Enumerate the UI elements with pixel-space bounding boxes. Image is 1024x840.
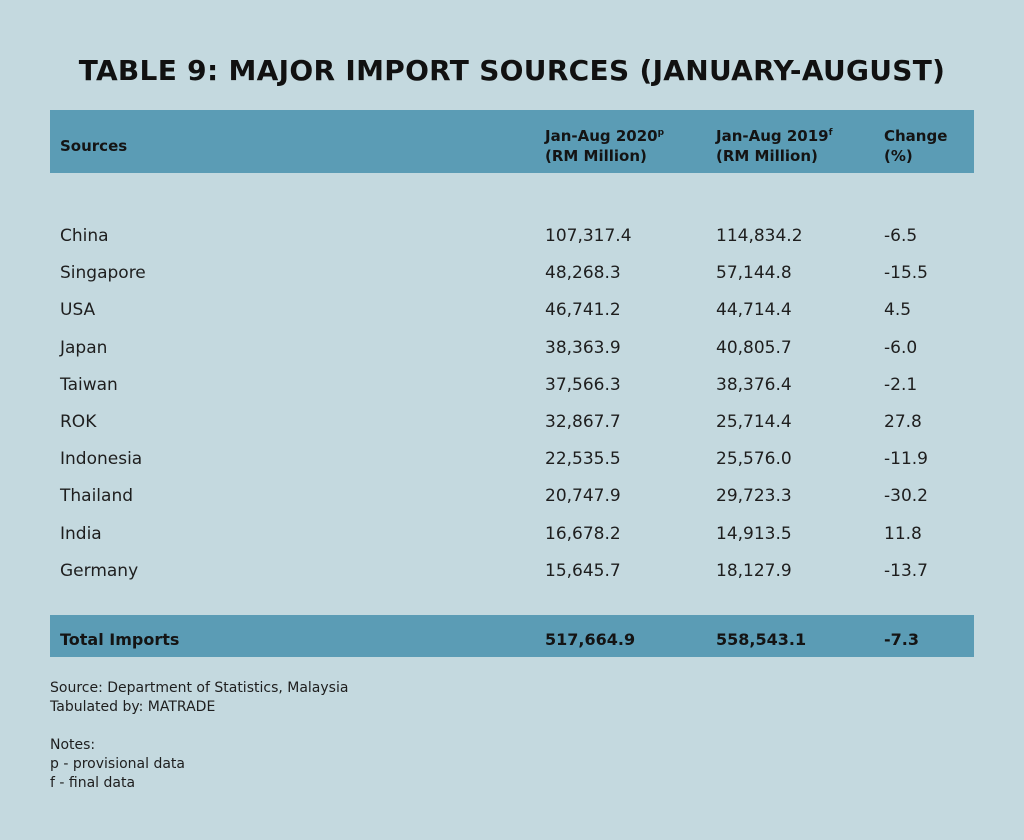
cell-2020: 22,535.5 bbox=[545, 449, 621, 470]
tabulated-note: Tabulated by: MATRADE bbox=[50, 699, 216, 715]
cell-source: Indonesia bbox=[60, 449, 143, 470]
cell-2020: 107,317.4 bbox=[545, 226, 632, 246]
total-label: Total Imports bbox=[60, 630, 180, 649]
table-row: Japan 38,363.9 40,805.7 -6.0 bbox=[0, 329, 1024, 366]
cell-source: India bbox=[60, 523, 102, 544]
total-change: -7.3 bbox=[884, 630, 919, 649]
cell-2019: 25,576.0 bbox=[716, 449, 792, 470]
cell-2020: 38,363.9 bbox=[545, 337, 621, 358]
table-row: Indonesia 22,535.5 25,576.0 -11.9 bbox=[0, 440, 1024, 477]
cell-2020: 20,747.9 bbox=[545, 486, 621, 507]
cell-change: -2.1 bbox=[884, 374, 918, 395]
cell-source: Japan bbox=[60, 337, 108, 358]
header-2020-label: Jan-Aug 2020 bbox=[545, 127, 658, 145]
note-final: f - final data bbox=[50, 775, 136, 791]
table-row: Germany 15,645.7 18,127.9 -13.7 bbox=[0, 552, 1024, 589]
cell-change: -30.2 bbox=[884, 486, 928, 507]
table-body: China 107,317.4 114,834.2 -6.5 Singapore… bbox=[0, 217, 1024, 589]
cell-change: -13.7 bbox=[884, 560, 928, 581]
table-header bbox=[50, 110, 974, 173]
cell-source: China bbox=[60, 226, 109, 246]
header-2020: Jan-Aug 2020p (RM Million) bbox=[545, 126, 664, 166]
header-sources: Sources bbox=[60, 137, 128, 155]
total-2019: 558,543.1 bbox=[716, 630, 807, 649]
cell-2020: 16,678.2 bbox=[545, 523, 621, 544]
header-2019: Jan-Aug 2019f (RM Million) bbox=[716, 126, 833, 166]
table-row: Singapore 48,268.3 57,144.8 -15.5 bbox=[0, 254, 1024, 291]
cell-2020: 37,566.3 bbox=[545, 374, 621, 395]
cell-2019: 29,723.3 bbox=[716, 486, 792, 507]
cell-2019: 38,376.4 bbox=[716, 374, 792, 395]
cell-source: USA bbox=[60, 300, 96, 321]
cell-2019: 44,714.4 bbox=[716, 300, 792, 321]
table-row: USA 46,741.2 44,714.4 4.5 bbox=[0, 291, 1024, 328]
table-row: Taiwan 37,566.3 38,376.4 -2.1 bbox=[0, 366, 1024, 403]
cell-2020: 32,867.7 bbox=[545, 411, 621, 432]
header-2019-label: Jan-Aug 2019 bbox=[716, 127, 829, 145]
cell-change: -6.5 bbox=[884, 226, 918, 246]
table-row: India 16,678.2 14,913.5 11.8 bbox=[0, 515, 1024, 552]
cell-source: Taiwan bbox=[60, 374, 118, 395]
header-2020-superscript: p bbox=[657, 128, 665, 138]
note-provisional: p - provisional data bbox=[50, 756, 185, 772]
cell-2019: 57,144.8 bbox=[716, 263, 792, 284]
cell-change: 11.8 bbox=[884, 523, 922, 544]
header-change-label: Change bbox=[884, 127, 948, 145]
cell-2019: 40,805.7 bbox=[716, 337, 792, 358]
header-change: Change (%) bbox=[884, 126, 947, 166]
header-2019-superscript: f bbox=[828, 128, 833, 138]
cell-2019: 25,714.4 bbox=[716, 411, 792, 432]
table-row: ROK 32,867.7 25,714.4 27.8 bbox=[0, 403, 1024, 440]
header-change-unit: (%) bbox=[884, 147, 913, 165]
notes-title: Notes: bbox=[50, 737, 96, 753]
cell-change: 27.8 bbox=[884, 411, 922, 432]
page-title: TABLE 9: MAJOR IMPORT SOURCES (JANUARY-A… bbox=[78, 54, 946, 87]
cell-source: Germany bbox=[60, 560, 139, 581]
cell-change: -15.5 bbox=[884, 263, 928, 284]
cell-2019: 18,127.9 bbox=[716, 560, 792, 581]
total-2020: 517,664.9 bbox=[545, 630, 636, 649]
table-row: China 107,317.4 114,834.2 -6.5 bbox=[0, 217, 1024, 254]
cell-change: -11.9 bbox=[884, 449, 928, 470]
cell-source: ROK bbox=[60, 411, 97, 432]
cell-2020: 15,645.7 bbox=[545, 560, 621, 581]
header-2019-unit: (RM Million) bbox=[716, 147, 818, 165]
cell-change: 4.5 bbox=[884, 300, 912, 321]
header-2020-unit: (RM Million) bbox=[545, 147, 647, 165]
cell-change: -6.0 bbox=[884, 337, 918, 358]
cell-source: Thailand bbox=[60, 486, 134, 507]
source-note: Source: Department of Statistics, Malays… bbox=[50, 680, 349, 696]
table-row: Thailand 20,747.9 29,723.3 -30.2 bbox=[0, 477, 1024, 514]
cell-2020: 46,741.2 bbox=[545, 300, 621, 321]
cell-source: Singapore bbox=[60, 263, 146, 284]
total-row bbox=[50, 615, 974, 657]
cell-2019: 114,834.2 bbox=[716, 226, 803, 246]
cell-2019: 14,913.5 bbox=[716, 523, 792, 544]
cell-2020: 48,268.3 bbox=[545, 263, 621, 284]
